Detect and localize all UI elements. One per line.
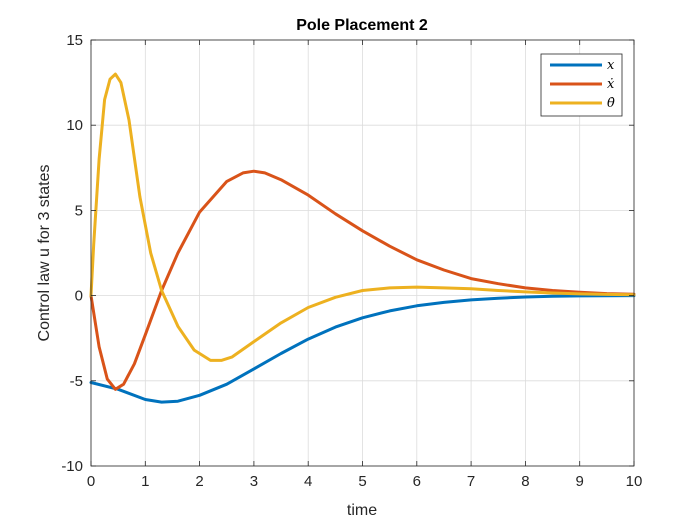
axes [90, 39, 635, 467]
x-tick-label-9: 9 [576, 473, 584, 490]
legend: x ẋ θ̇ [540, 53, 623, 117]
y-tick-label-3: 5 [75, 202, 83, 219]
series-line-x-dot [89, 169, 636, 391]
legend-label-x: x [607, 58, 615, 73]
x-tick-label-10: 10 [626, 473, 643, 490]
x-tick-label-5: 5 [358, 473, 366, 490]
y-tick-label-4: 10 [66, 117, 83, 134]
x-axis-label: time [347, 502, 377, 519]
x-tick-label-2: 2 [195, 473, 203, 490]
y-tick-label-2: 0 [75, 288, 83, 305]
y-axis-label: Control law u for 3 states [36, 165, 53, 342]
chart-title: Pole Placement 2 [296, 17, 428, 34]
x-tick-label-0: 0 [87, 473, 95, 490]
series-line-theta-dot [89, 72, 636, 362]
x-tick-label-4: 4 [304, 473, 312, 490]
y-tick-label-0: -10 [61, 458, 83, 475]
x-tick-label-8: 8 [521, 473, 529, 490]
series-line-x [89, 294, 636, 404]
y-tick-label-1: -5 [70, 373, 83, 390]
series-layer [89, 72, 636, 404]
x-tick-label-3: 3 [250, 473, 258, 490]
x-tick-label-6: 6 [413, 473, 421, 490]
tick-labels: 0 1 2 3 4 5 6 7 8 9 10 -10 -5 0 5 10 15 [61, 32, 642, 490]
x-tick-label-7: 7 [467, 473, 475, 490]
x-tick-label-1: 1 [141, 473, 149, 490]
legend-label-theta-dot: θ̇ [607, 96, 615, 111]
y-tick-label-5: 15 [66, 32, 83, 49]
legend-label-x-dot: ẋ [607, 77, 615, 92]
